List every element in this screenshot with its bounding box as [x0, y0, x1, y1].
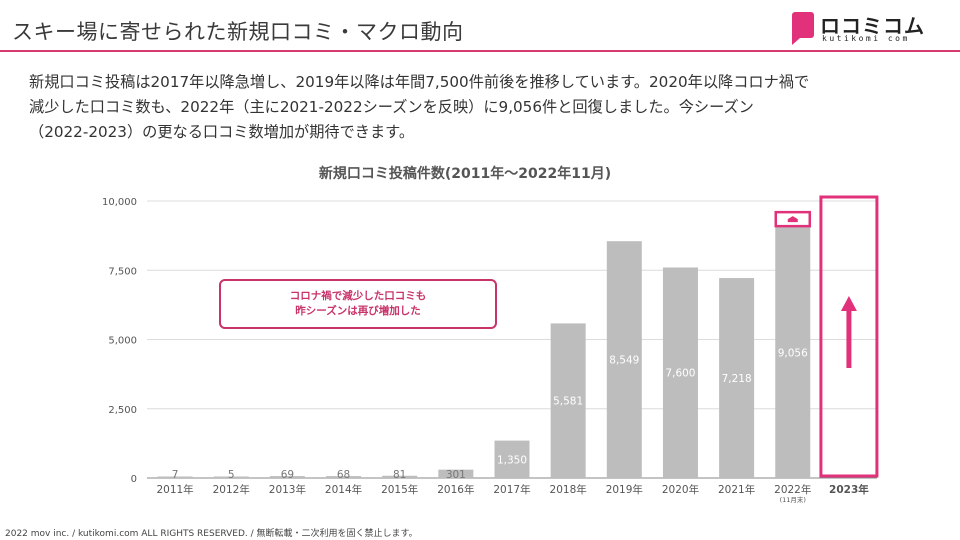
- page-title: スキー場に寄せられた新規口コミ・マクロ動向: [12, 20, 464, 44]
- data-label: 7,600: [665, 368, 695, 380]
- logo-subtext: kutikomi com: [822, 34, 910, 43]
- y-tick-label: 0: [131, 474, 137, 485]
- bar: [326, 476, 362, 478]
- x-tick-label: 2021年: [718, 483, 755, 496]
- bar: [269, 476, 305, 478]
- bar: [550, 323, 586, 478]
- data-label: 7: [172, 469, 179, 481]
- annotation-box: コロナ禍で減少した口コミも 昨シーズンは再び増加した: [219, 279, 497, 329]
- chart-title: 新規口コミ投稿件数(2011年〜2022年11月): [318, 166, 612, 182]
- data-label: 1,350: [497, 454, 527, 466]
- bar: [494, 440, 530, 478]
- logo-mark-icon: [792, 12, 814, 45]
- x-tick-label: 2018年: [550, 483, 587, 496]
- x-tick-label: 2020年: [662, 483, 699, 496]
- x-tick-label: 2012年: [213, 483, 250, 496]
- data-label: 69: [281, 469, 294, 481]
- annotation-line: コロナ禍で減少した口コミも: [289, 290, 427, 302]
- title-divider: [0, 50, 960, 52]
- logo: ロコミコム kutikomi com: [792, 10, 942, 45]
- summary-text: 新規口コミ投稿は2017年以降急増し、2019年以降は年間7,500件前後を推移…: [29, 70, 949, 145]
- x-tick-label: 2016年: [437, 483, 474, 496]
- x-tick-label: 2013年: [269, 483, 306, 496]
- bar: [438, 469, 474, 478]
- data-label: 5,581: [553, 396, 583, 408]
- logo-text: ロコミコム: [820, 14, 925, 38]
- data-label: 8,549: [609, 355, 639, 367]
- summary-line: （2022-2023）の更なる口コミ数増加が期待できます。: [29, 123, 415, 141]
- summary-line: 減少した口コミ数も、2022年（主に2021-2022シーズンを反映）に9,05…: [29, 98, 754, 116]
- x-tick-label: 2015年: [381, 483, 418, 496]
- x-tick-label: 2019年: [606, 483, 643, 496]
- bar: [213, 476, 249, 478]
- y-tick-label: 10,000: [102, 197, 137, 208]
- x-tick-label: 2011年: [156, 483, 193, 496]
- data-label: 68: [337, 469, 350, 481]
- y-tick-label: 2,500: [108, 405, 137, 416]
- data-label: 81: [393, 469, 406, 481]
- bar: [382, 475, 418, 478]
- x-tick-note: (11月末): [780, 495, 806, 504]
- x-tick-label: 2017年: [493, 483, 530, 496]
- annotation-line: 昨シーズンは再び増加した: [295, 305, 421, 317]
- data-label: 9,056: [778, 348, 808, 360]
- footer-copyright: 2022 mov inc. / kutikomi.com ALL RIGHTS …: [5, 529, 418, 539]
- data-label: 7,218: [722, 373, 752, 385]
- data-label: 5: [228, 469, 235, 481]
- highlight-box: [774, 210, 812, 228]
- data-label: 301: [446, 469, 466, 481]
- summary-line: 新規口コミ投稿は2017年以降急増し、2019年以降は年間7,500件前後を推移…: [29, 73, 810, 91]
- bar: [662, 267, 698, 478]
- y-tick-label: 7,500: [108, 266, 137, 277]
- y-tick-label: 5,000: [108, 336, 137, 347]
- bar: [775, 227, 811, 478]
- projection-box: [819, 195, 879, 478]
- bar: [606, 241, 642, 478]
- up-marker-icon: [787, 216, 798, 223]
- bar: [719, 278, 755, 478]
- x-tick-label: 2014年: [325, 483, 362, 496]
- up-arrow-icon: [840, 296, 857, 311]
- x-tick-label: 2023年: [829, 483, 869, 496]
- bar: [157, 476, 193, 478]
- x-tick-label: 2022年: [774, 483, 811, 496]
